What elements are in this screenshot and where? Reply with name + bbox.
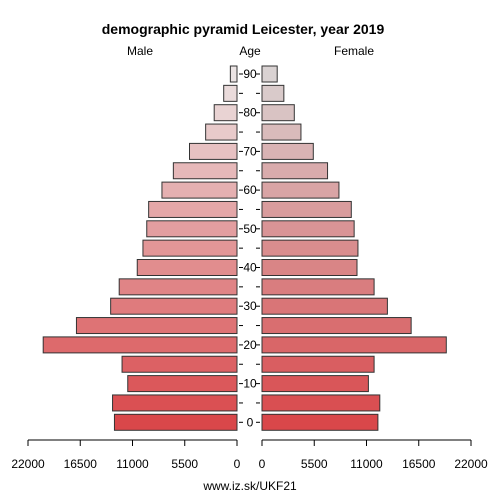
male-bar-55-59	[148, 200, 238, 218]
male-bar-35-39	[118, 278, 238, 296]
age-label: 70	[243, 144, 257, 158]
male-bar-30-34	[110, 297, 238, 315]
female-bar-55-59	[261, 200, 352, 218]
female-bar-35-39	[261, 278, 375, 296]
male-bar-50-54	[146, 220, 238, 238]
female-bar-5-9	[261, 394, 381, 412]
age-label: 40	[243, 261, 257, 275]
male-x-tick-label: 16500	[64, 457, 98, 471]
female-bar-15-19	[261, 355, 375, 373]
male-x-tick-label: 11000	[116, 457, 149, 471]
age-label: 20	[243, 338, 257, 352]
male-bar-5-9	[112, 394, 238, 412]
female-bar-50-54	[261, 220, 355, 238]
male-bar-25-29	[75, 317, 238, 335]
female-bar-0-4	[261, 413, 379, 431]
female-bar-75-79	[261, 123, 302, 141]
x-tick-labels: 22000 16500 11000 5500 0 0 5500 11000 16500 22000	[11, 457, 488, 471]
age-label: 30	[243, 299, 257, 313]
age-label: 10	[243, 377, 257, 391]
age-label: 0	[247, 415, 254, 429]
male-bar-40-44	[136, 259, 238, 276]
female-x-tick-label: 22000	[454, 457, 488, 471]
female-x-tick-label: 11000	[350, 457, 383, 471]
male-bar-65-69	[172, 162, 238, 180]
female-bar-20-24	[261, 336, 447, 354]
female-bars	[261, 65, 447, 431]
male-x-tick-label: 22000	[11, 457, 45, 471]
male-bar-70-74	[189, 142, 238, 160]
female-bar-60-64	[261, 181, 340, 199]
male-bars	[42, 65, 238, 431]
male-bar-80-84	[213, 104, 238, 122]
female-bar-70-74	[261, 142, 314, 160]
male-bar-10-14	[127, 375, 238, 393]
male-bar-60-64	[161, 181, 238, 199]
female-bar-80-84	[261, 104, 295, 122]
male-x-tick-label: 0	[234, 457, 241, 471]
male-x-tick-label: 5500	[171, 457, 198, 471]
male-header: Male	[127, 44, 153, 58]
female-bar-40-44	[261, 259, 358, 276]
source-label: www.iz.sk/UKF21	[202, 479, 297, 493]
male-bar-85-89	[223, 84, 238, 102]
female-bar-30-34	[261, 297, 388, 315]
female-x-tick-label: 5500	[301, 457, 328, 471]
female-header: Female	[334, 44, 374, 58]
age-label: 50	[243, 222, 257, 236]
age-tick-labels: 0 10 20 30 40 50 60 70 80 90	[243, 67, 257, 429]
female-bar-25-29	[261, 317, 412, 335]
age-label: 80	[243, 106, 257, 120]
male-bar-75-79	[205, 123, 238, 141]
axes	[27, 73, 472, 446]
age-header: Age	[239, 44, 261, 58]
female-bar-65-69	[261, 162, 329, 180]
female-bar-10-14	[261, 375, 369, 393]
female-x-tick-label: 0	[259, 457, 266, 471]
male-bar-90+	[229, 65, 238, 83]
female-bar-90+	[261, 65, 278, 83]
female-bar-85-89	[261, 84, 285, 102]
male-bar-45-49	[142, 239, 238, 257]
age-label: 90	[243, 67, 257, 81]
female-bar-45-49	[261, 239, 359, 257]
male-bar-15-19	[121, 355, 238, 373]
male-bar-20-24	[42, 336, 238, 354]
age-label: 60	[243, 183, 257, 197]
female-x-tick-label: 16500	[402, 457, 436, 471]
chart-title: demographic pyramid Leicester, year 2019	[102, 21, 385, 37]
male-bar-0-4	[113, 413, 238, 431]
